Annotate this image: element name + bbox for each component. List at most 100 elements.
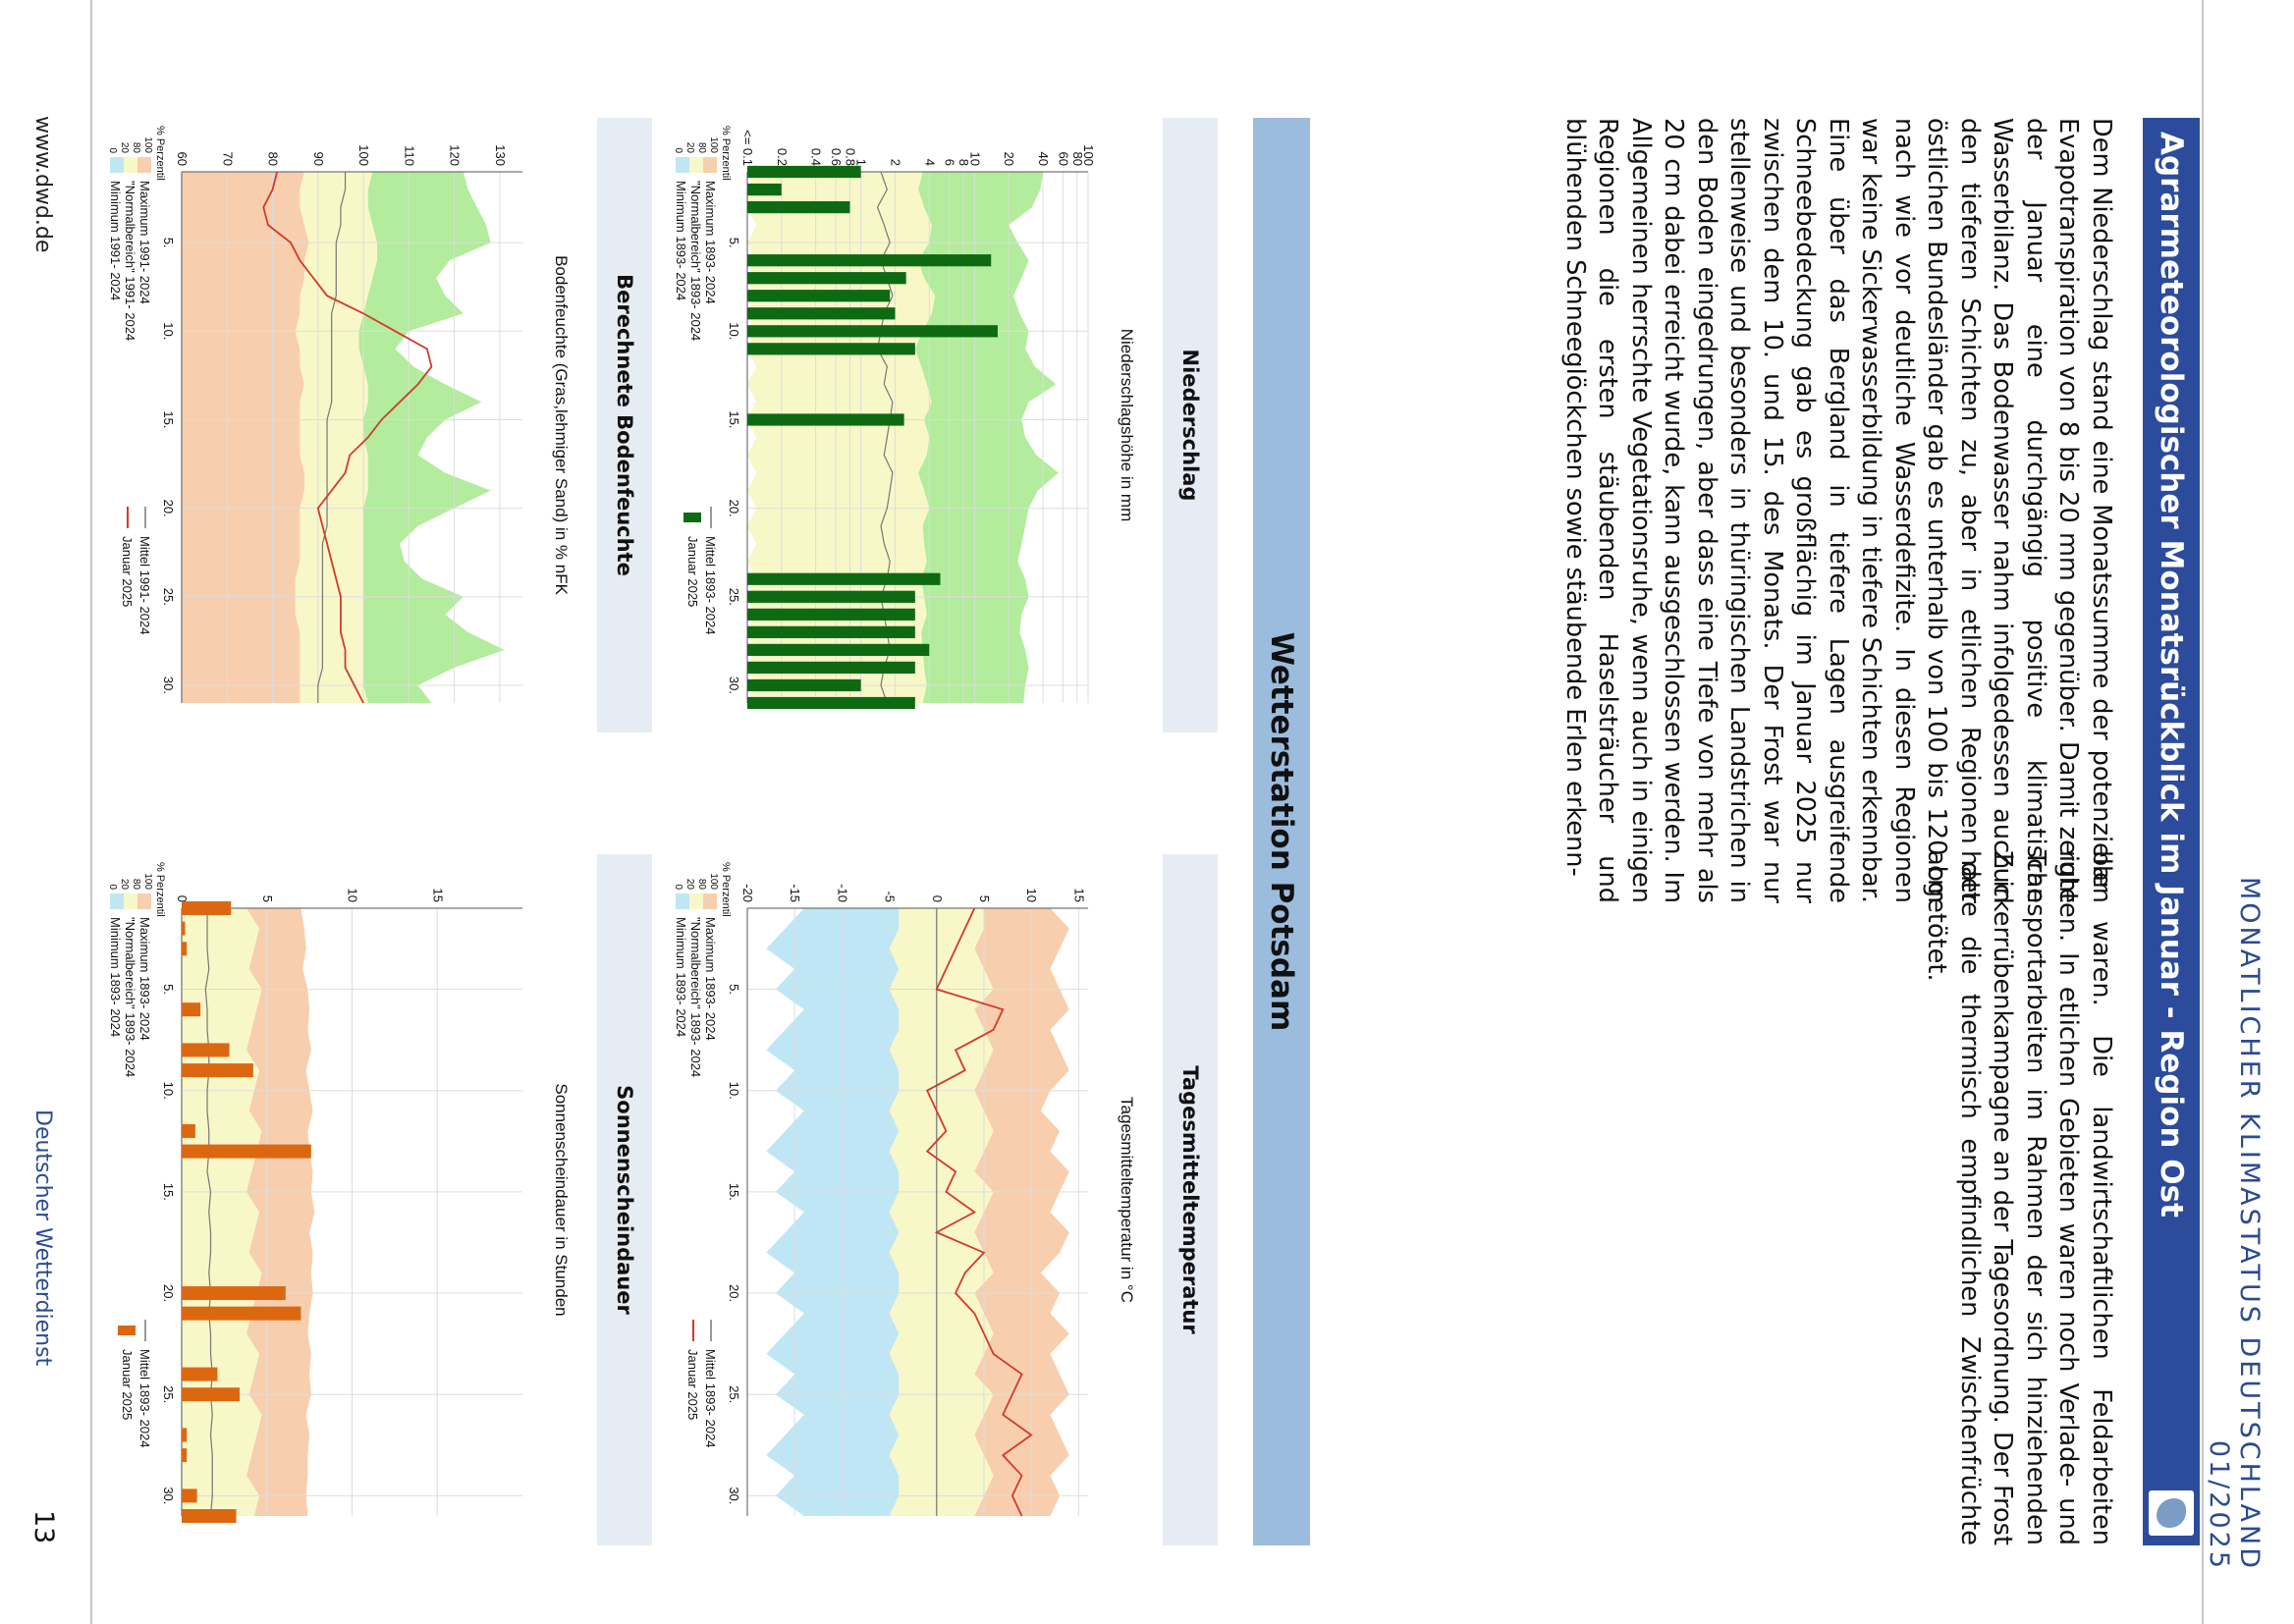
sunshine-bar	[182, 921, 186, 936]
y-tick-label: 10	[1024, 889, 1039, 902]
x-tick-label: 5.	[727, 984, 741, 995]
precip-bar	[746, 183, 782, 196]
legend-band-tick: 80	[696, 142, 707, 154]
line-januar-2025	[262, 171, 433, 704]
legend-entry-mean: Mittel 1893- 2024	[137, 1349, 152, 1447]
chart-title: Tagesmitteltemperatur in °C	[1118, 1097, 1136, 1303]
legend-band-title: % Perzentil	[154, 126, 166, 181]
footer-url[interactable]: www.dwd.de	[30, 116, 55, 253]
x-tick-label: 5.	[161, 984, 176, 995]
legend-band-tick: 80	[696, 879, 707, 891]
y-tick-label: 0	[930, 895, 945, 902]
legend-band-tick: 20	[684, 879, 695, 891]
y-tick-label: 60	[1056, 152, 1070, 166]
legend-swatch-max	[703, 157, 717, 173]
line-mean	[317, 172, 347, 703]
x-tick-label: 30.	[727, 677, 741, 694]
band-minimum	[182, 172, 309, 703]
y-tick-label: 60	[175, 152, 190, 166]
y-tick-label: 0.8	[843, 148, 857, 166]
band-minimum	[766, 908, 900, 1516]
y-tick-label: 0.4	[809, 148, 824, 166]
legend-band-tick: 80	[131, 142, 141, 154]
y-tick-label: 120	[448, 144, 463, 166]
legend-band-tick: 100	[142, 136, 153, 153]
x-tick-label: 30.	[161, 1487, 176, 1504]
paragraph-col2: bar waren. Die landwirtschaftlichen Feld…	[1922, 850, 2117, 1545]
sunshine-bar	[181, 1367, 218, 1381]
legend-swatch-max	[703, 893, 717, 909]
sunshine-bar	[181, 1448, 188, 1463]
x-tick-label: 15.	[161, 1183, 176, 1201]
band-maximum	[914, 172, 1059, 703]
precip-bar	[747, 590, 915, 603]
title-bar: Agrarmeteorologischer Monatsrückblick im…	[2143, 118, 2200, 1545]
chart-header-niederschlag: Niederschlag	[1163, 118, 1218, 732]
x-tick-label: 25.	[161, 588, 176, 606]
page-title: Agrarmeteorologischer Monatsrückblick im…	[2154, 132, 2189, 1218]
y-tick-label: 5	[977, 895, 992, 902]
band-maximum	[246, 908, 315, 1516]
precipitation-chart: Niederschlagshöhe in mm 5. 10. 15. 20. 25. 30.…	[673, 126, 1136, 710]
x-tick-label: 20.	[727, 1284, 741, 1302]
y-tick-label: 70	[220, 152, 235, 166]
precip-bar	[747, 625, 915, 638]
sunshine-bar	[182, 1123, 195, 1138]
precip-bar	[747, 343, 915, 355]
sunshine-bar	[181, 1144, 311, 1159]
legend-entry: Maximum 1893- 2024	[703, 917, 718, 1041]
y-tick-label: 130	[493, 144, 508, 166]
sunshine-bar	[181, 1387, 240, 1402]
x-tick-label: 30.	[727, 1487, 741, 1504]
chart-title: Niederschlagshöhe in mm	[1118, 329, 1136, 522]
band-normal	[295, 172, 377, 703]
legend-entry-current: Januar 2025	[685, 536, 700, 607]
legend-band-tick: 0	[107, 147, 118, 153]
running-head: MONATLICHER KLIMASTATUS DEUTSCHLAND 01/2…	[2204, 876, 2265, 1571]
x-tick-label: 5.	[727, 238, 741, 248]
x-tick-label: 15.	[727, 410, 741, 428]
region-map-icon	[2149, 1490, 2194, 1536]
legend-entry: "Normalbereich" 1893- 2024	[688, 917, 703, 1077]
band-maximum	[358, 172, 505, 703]
band-normal	[182, 908, 262, 1516]
y-tick-label: 5	[260, 895, 275, 902]
y-tick-label: -20	[740, 884, 755, 902]
legend-entry: "Normalbereich" 1893- 2024	[123, 917, 137, 1077]
x-tick-label: 25.	[161, 1385, 176, 1403]
band-normal	[889, 908, 994, 1516]
legend-band-tick: 100	[708, 136, 719, 153]
band-normal	[747, 172, 936, 703]
sunshine-bar	[181, 1043, 230, 1057]
y-tick-label: 90	[311, 152, 326, 166]
precip-bar	[746, 290, 891, 302]
sunshine-bar	[181, 942, 188, 956]
x-tick-label: 20.	[727, 500, 741, 517]
legend-band-tick: 0	[673, 147, 683, 153]
y-tick-label: 80	[266, 152, 281, 166]
legend-band-title: % Perzentil	[154, 862, 166, 917]
y-tick-label: 0.6	[829, 148, 844, 166]
precip-bar	[746, 165, 861, 179]
x-tick-label: 10.	[161, 1082, 176, 1100]
precip-bar	[747, 254, 992, 267]
precip-bar	[747, 608, 915, 621]
legend-swatch-normal	[124, 893, 137, 909]
legend-band-tick: 100	[708, 873, 719, 890]
sunshine-bar	[182, 1306, 301, 1321]
sunshine-bar	[181, 1489, 197, 1503]
legend-entry: Maximum 1893- 2024	[703, 181, 718, 304]
x-tick-label: 20.	[161, 1284, 176, 1302]
precip-bar	[746, 200, 850, 214]
sunshine-bar	[181, 1286, 286, 1301]
legend-swatch-min	[676, 893, 689, 909]
y-tick-label: 110	[402, 145, 416, 166]
y-tick-label: 15	[430, 889, 445, 902]
paragraph-col1: Dem Niederschlag stand eine Monatssumme …	[1560, 118, 2116, 903]
x-tick-label: 30.	[161, 677, 176, 694]
y-tick-label: 10	[967, 152, 982, 166]
region-map-shape	[2157, 1498, 2186, 1528]
y-tick-label: 15	[1071, 889, 1086, 902]
y-tick-label: 2	[888, 159, 902, 166]
legend-swatch-min	[110, 157, 124, 173]
